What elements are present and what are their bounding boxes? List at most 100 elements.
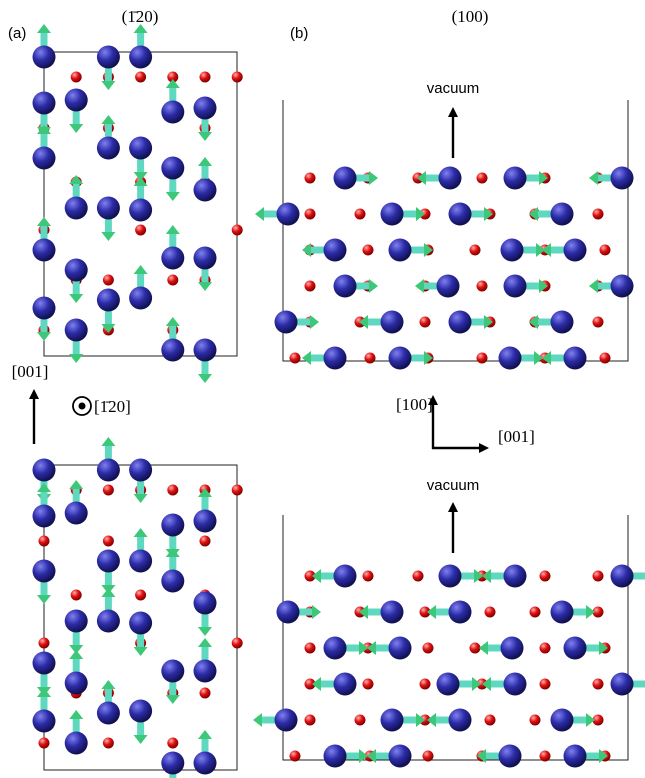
metal-atom xyxy=(97,197,120,220)
spin-head xyxy=(586,713,595,727)
spin-head xyxy=(37,483,51,492)
spin-head xyxy=(134,528,148,537)
metal-atom xyxy=(501,239,524,262)
metal-atom xyxy=(324,637,347,660)
oxygen-atom xyxy=(470,643,481,654)
axis-label: [100] xyxy=(396,395,433,414)
metal-atom xyxy=(437,275,460,298)
spin-head xyxy=(69,480,83,489)
oxygen-atom xyxy=(420,317,431,328)
metal-atom xyxy=(504,673,527,696)
metal-atom xyxy=(161,660,184,683)
spin-head xyxy=(198,132,212,141)
spin-head xyxy=(37,595,51,604)
spin-head xyxy=(427,605,436,619)
metal-atom xyxy=(33,239,56,262)
oxygen-atom xyxy=(232,638,243,649)
view-symbol xyxy=(79,403,86,410)
axis-label: [001] xyxy=(498,427,535,446)
metal-atom xyxy=(33,710,56,733)
oxygen-atom xyxy=(363,571,374,582)
metal-atom xyxy=(194,592,217,615)
panel-label: (b) xyxy=(290,25,308,42)
spin-head xyxy=(166,695,180,704)
metal-atom xyxy=(129,459,152,482)
metal-atom xyxy=(161,339,184,362)
oxygen-atom xyxy=(305,715,316,726)
oxygen-atom xyxy=(477,173,488,184)
oxygen-atom xyxy=(103,738,114,749)
metal-atom xyxy=(334,167,357,190)
oxygen-atom xyxy=(477,281,488,292)
metal-atom xyxy=(324,347,347,370)
spin-head xyxy=(69,175,83,184)
spin-head xyxy=(198,157,212,166)
spin-head xyxy=(198,374,212,383)
metal-atom xyxy=(161,514,184,537)
oxygen-atom xyxy=(200,688,211,699)
metal-atom xyxy=(129,612,152,635)
metal-atom xyxy=(65,732,88,755)
oxygen-atom xyxy=(470,245,481,256)
metal-atom xyxy=(161,101,184,124)
oxygen-atom xyxy=(135,72,146,83)
metal-atom xyxy=(65,502,88,525)
metal-atom xyxy=(65,259,88,282)
vacuum-label: vacuum xyxy=(427,477,480,494)
oxygen-atom xyxy=(167,275,178,286)
oxygen-atom xyxy=(420,679,431,690)
spin-head xyxy=(312,605,321,619)
metal-atom xyxy=(33,147,56,170)
spin-head xyxy=(198,627,212,636)
oxygen-atom xyxy=(103,275,114,286)
oxygen-atom xyxy=(477,353,488,364)
spin-head xyxy=(253,713,262,727)
spin-head xyxy=(101,81,115,90)
spin-head xyxy=(359,749,368,763)
metal-atom xyxy=(33,652,56,675)
metal-atom xyxy=(449,311,472,334)
spin-head xyxy=(69,354,83,363)
figure: (a) (1̄20) (b) (100) [001] [1̄20] vacuum… xyxy=(0,0,645,778)
metal-atom xyxy=(97,137,120,160)
oxygen-atom xyxy=(305,643,316,654)
spin-head xyxy=(69,294,83,303)
metal-atom xyxy=(129,287,152,310)
spin-head xyxy=(589,279,598,293)
oxygen-atom xyxy=(540,643,551,654)
oxygen-atom xyxy=(71,590,82,601)
metal-atom xyxy=(194,179,217,202)
spin-head xyxy=(69,124,83,133)
metal-atom xyxy=(97,289,120,312)
metal-atom xyxy=(564,239,587,262)
spin-head xyxy=(134,265,148,274)
oxygen-atom xyxy=(232,485,243,496)
oxygen-atom xyxy=(593,679,604,690)
metal-atom xyxy=(499,745,522,768)
metal-atom xyxy=(33,459,56,482)
spin-head xyxy=(37,217,51,226)
metal-atom xyxy=(389,745,412,768)
metal-atom xyxy=(499,347,522,370)
axis-label: [1̄20] xyxy=(94,397,131,416)
metal-atom xyxy=(551,203,574,226)
metal-atom xyxy=(501,637,524,660)
panel-label: (a) xyxy=(8,25,26,42)
metal-atom xyxy=(334,275,357,298)
oxygen-atom xyxy=(413,571,424,582)
panel-title: (100) xyxy=(452,7,489,26)
metal-atom xyxy=(564,347,587,370)
oxygen-atom xyxy=(355,715,366,726)
spin-head xyxy=(415,279,424,293)
oxygen-atom xyxy=(103,485,114,496)
metal-atom xyxy=(65,672,88,695)
metal-atom xyxy=(194,97,217,120)
metal-atom xyxy=(129,550,152,573)
oxygen-atom xyxy=(485,607,496,618)
oxygen-atom xyxy=(305,281,316,292)
spin-head xyxy=(479,641,488,655)
metal-atom xyxy=(389,637,412,660)
spin-head xyxy=(198,638,212,647)
metal-atom xyxy=(449,709,472,732)
metal-atom xyxy=(97,46,120,69)
